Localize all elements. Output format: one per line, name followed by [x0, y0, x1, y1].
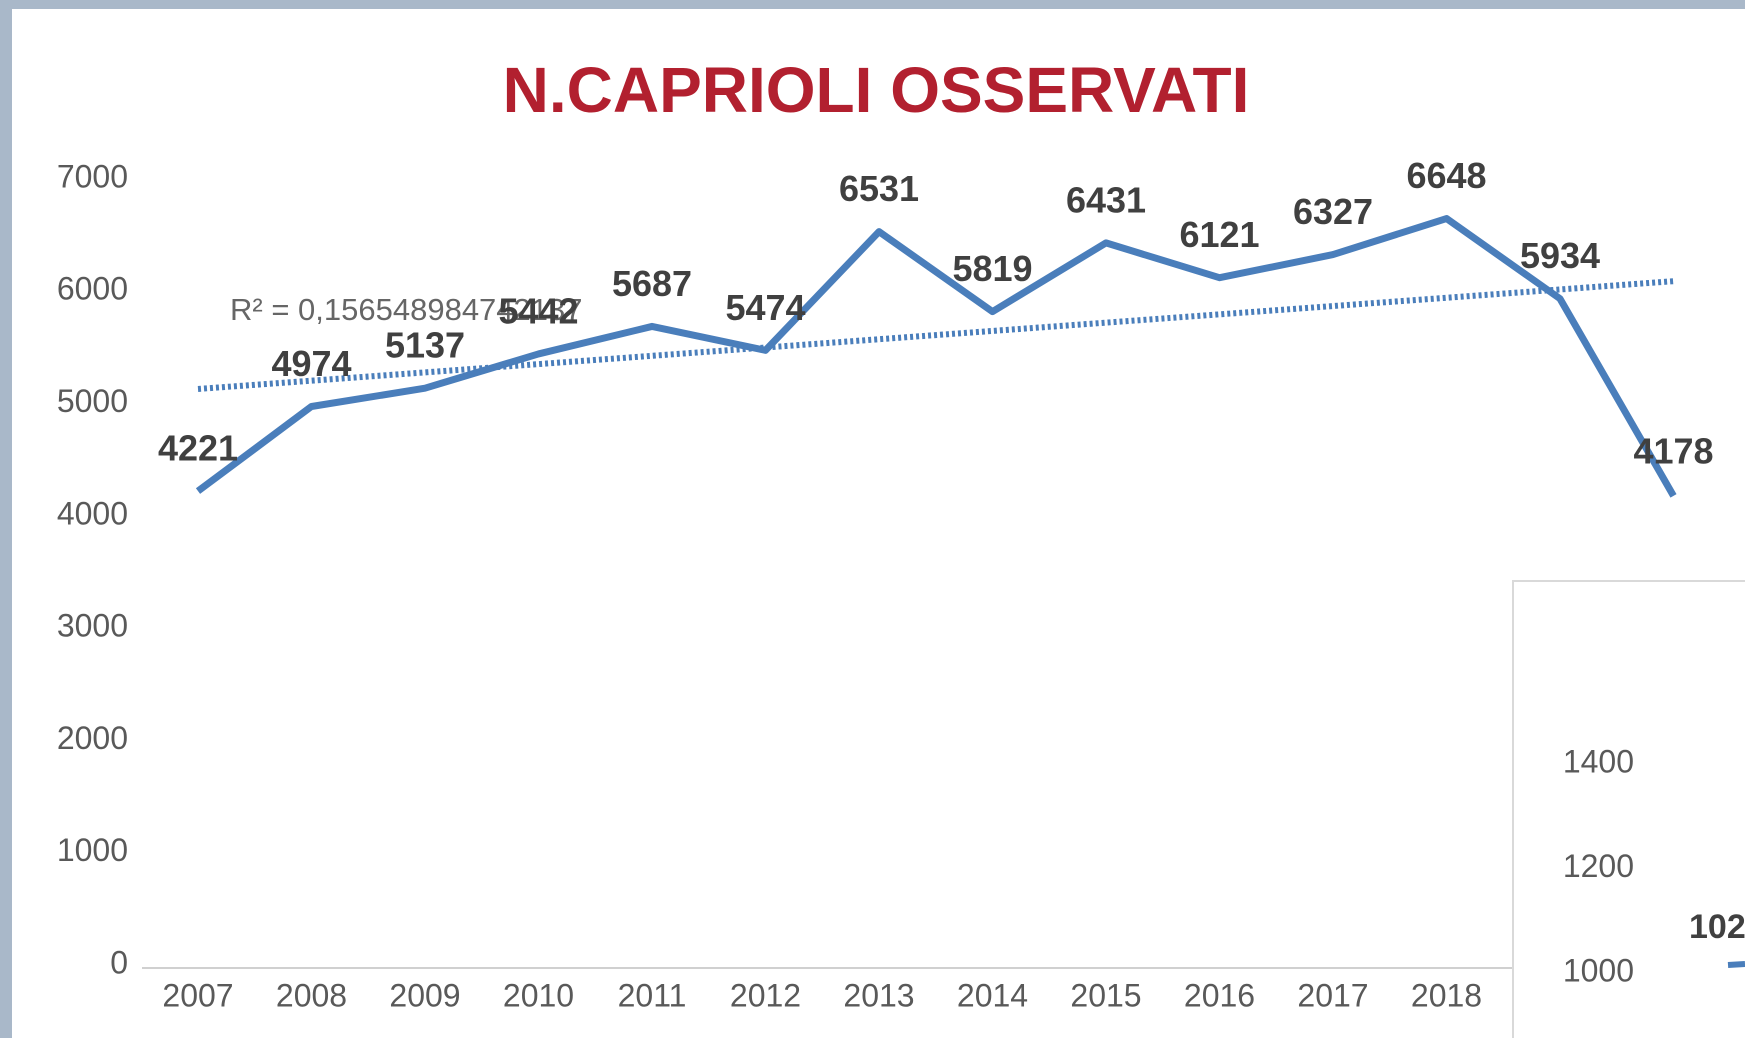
data-label: 4178 — [1633, 430, 1713, 471]
x-tick-label: 2016 — [1184, 977, 1255, 1013]
x-tick-label: 2011 — [618, 977, 687, 1013]
x-tick-label: 2017 — [1297, 977, 1368, 1013]
x-tick-label: 2013 — [843, 977, 914, 1013]
data-label: 5474 — [725, 287, 805, 328]
trendline-label: R² = 0,156548984742137 — [230, 292, 583, 327]
inset-data-label: 102 — [1689, 908, 1745, 946]
data-label: 4974 — [271, 343, 351, 384]
y-tick-label: 2000 — [57, 720, 128, 756]
inset-panel — [1512, 580, 1745, 1038]
x-tick-label: 2014 — [957, 977, 1028, 1013]
data-line — [195, 215, 1677, 498]
y-tick-label: 6000 — [57, 271, 128, 307]
data-label: 5687 — [612, 263, 692, 304]
data-label: 6531 — [839, 168, 919, 209]
x-tick-label: 2015 — [1070, 977, 1141, 1013]
trendline — [197, 278, 1674, 392]
data-label: 6327 — [1293, 191, 1373, 232]
y-tick-label: 5000 — [57, 383, 128, 419]
y-tick-label: 7000 — [57, 158, 128, 194]
chart-panel — [12, 9, 1745, 1038]
y-tick-label: 0 — [110, 944, 128, 980]
x-tick-label: 2010 — [503, 977, 574, 1013]
data-label: 6648 — [1406, 155, 1486, 196]
inset-chart: 1000 1200 1400 102 — [1512, 580, 1745, 1038]
y-tick-label: 4000 — [57, 495, 128, 531]
data-label: 5934 — [1520, 235, 1600, 276]
data-label: 5442 — [498, 290, 578, 331]
data-label: 6121 — [1179, 214, 1259, 255]
data-label: 4221 — [158, 428, 238, 469]
x-tick-label: 2012 — [730, 977, 801, 1013]
data-label: 5819 — [952, 248, 1032, 289]
x-tick-label: 2018 — [1411, 977, 1482, 1013]
y-tick-label: 1000 — [57, 832, 128, 868]
data-label: 5137 — [385, 325, 465, 366]
x-tick-label: 2009 — [389, 977, 460, 1013]
data-label: 6431 — [1066, 179, 1146, 220]
inset-y-tick-label: 1000 — [1563, 952, 1634, 988]
inset-line — [1727, 961, 1745, 968]
x-tick-label: 2007 — [162, 977, 233, 1013]
inset-y-tick-label: 1200 — [1563, 848, 1634, 884]
y-tick-label: 3000 — [57, 608, 128, 644]
chart-title: N.CAPRIOLI OSSERVATI — [503, 54, 1250, 126]
inset-y-tick-label: 1400 — [1563, 743, 1634, 779]
x-tick-label: 2008 — [276, 977, 347, 1013]
